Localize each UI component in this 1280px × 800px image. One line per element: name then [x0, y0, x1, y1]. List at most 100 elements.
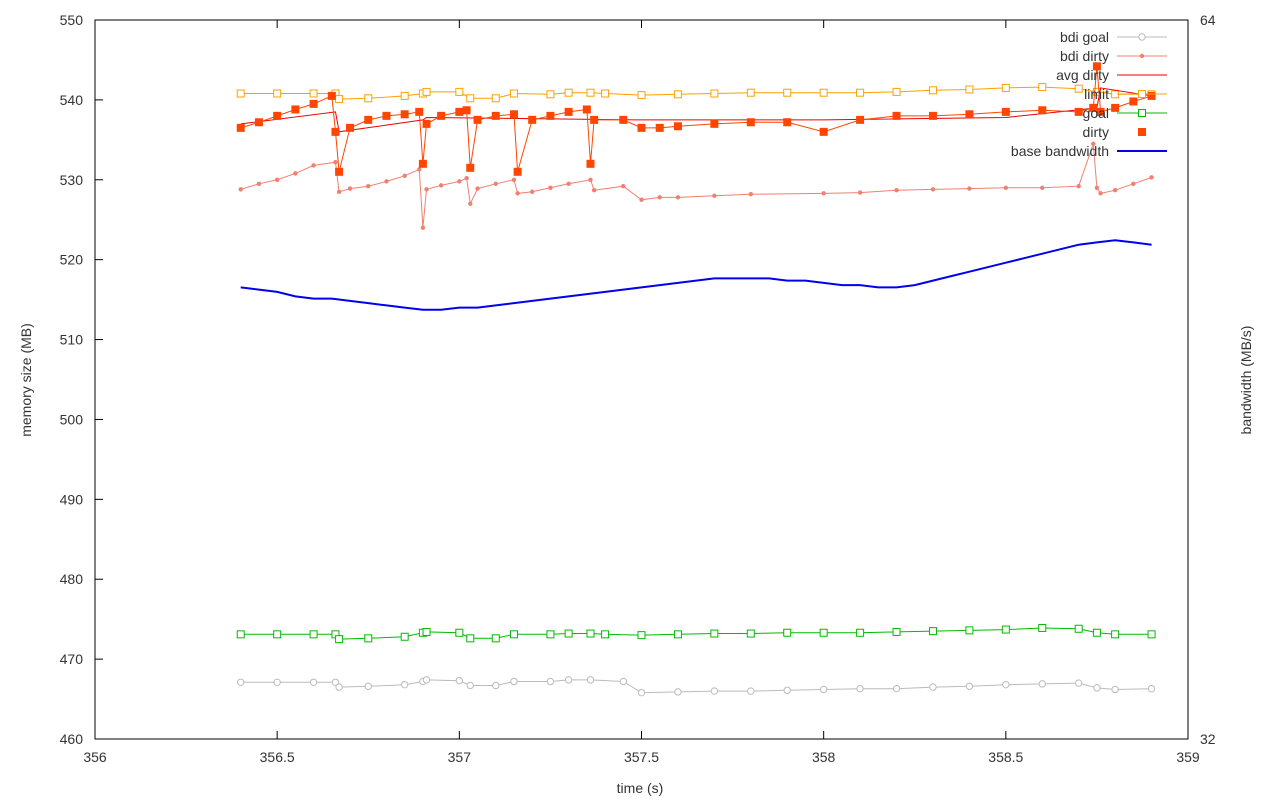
series-goal	[236, 623, 1156, 644]
data-point-dirty	[1074, 107, 1083, 116]
series-dirty	[236, 62, 1156, 176]
y2-tick-label: 32	[1200, 731, 1216, 747]
data-point-dirty	[619, 115, 628, 124]
data-point-bdi-dirty	[566, 181, 571, 186]
data-point-dirty	[1038, 106, 1047, 115]
y2-tick-label: 64	[1200, 12, 1216, 28]
legend-swatch-marker	[1138, 128, 1146, 136]
x-tick-label: 358	[812, 749, 836, 765]
data-point-bdi-goal	[492, 681, 500, 690]
data-point-dirty	[462, 106, 471, 115]
data-point-bdi-dirty	[333, 160, 338, 165]
data-point-bdi-dirty	[464, 175, 469, 181]
data-point-bdi-dirty	[1091, 141, 1096, 147]
data-point-goal	[637, 631, 646, 640]
data-point-dirty	[637, 123, 646, 132]
x-tick-label: 359	[1176, 749, 1200, 765]
data-point-goal	[1001, 625, 1010, 634]
data-point-bdi-dirty	[675, 195, 681, 200]
data-point-goal	[673, 630, 682, 639]
data-point-bdi-goal	[637, 688, 646, 697]
data-point-dirty	[273, 111, 282, 120]
data-point-bdi-goal	[819, 685, 828, 694]
data-point-bdi-dirty	[1149, 175, 1154, 180]
data-point-limit	[746, 88, 755, 97]
y-tick-label: 540	[60, 92, 84, 108]
data-point-dirty	[331, 127, 340, 136]
data-point-bdi-goal	[455, 676, 464, 685]
data-point-dirty	[1147, 91, 1156, 100]
data-point-dirty	[564, 107, 573, 116]
data-point-dirty	[455, 107, 464, 116]
data-point-bdi-goal	[1093, 684, 1101, 692]
data-point-dirty	[783, 118, 792, 127]
data-point-bdi-goal	[466, 681, 474, 690]
series-limit	[236, 83, 1156, 104]
data-point-bdi-dirty	[930, 187, 936, 192]
data-point-limit	[856, 88, 865, 97]
data-point-bdi-dirty	[347, 186, 353, 191]
y-tick-label: 520	[60, 252, 84, 268]
data-point-goal	[309, 630, 318, 639]
y-tick-label: 460	[60, 731, 84, 747]
data-point-limit	[236, 89, 245, 98]
data-point-dirty	[422, 119, 431, 128]
data-point-bdi-dirty	[256, 181, 262, 186]
data-point-bdi-goal	[619, 677, 627, 686]
x-axis-label: time (s)	[617, 780, 664, 796]
data-point-dirty	[513, 167, 522, 176]
data-point-limit	[564, 88, 573, 97]
data-point-goal	[746, 629, 755, 638]
data-point-goal	[819, 628, 828, 637]
data-point-bdi-goal	[400, 680, 409, 689]
data-point-limit	[491, 94, 500, 103]
data-point-dirty	[546, 111, 555, 120]
data-point-limit	[819, 88, 828, 97]
x-tick-label: 356	[83, 749, 107, 765]
data-point-limit	[422, 87, 431, 96]
data-point-bdi-dirty	[293, 171, 298, 176]
data-point-bdi-dirty	[657, 195, 662, 200]
data-point-limit	[892, 87, 901, 96]
data-point-dirty	[673, 122, 682, 131]
data-point-dirty	[418, 159, 427, 168]
data-point-dirty	[335, 167, 344, 176]
data-point-dirty	[491, 111, 500, 120]
data-point-bdi-goal	[1111, 685, 1119, 694]
data-point-bdi-dirty	[1003, 185, 1009, 190]
data-point-goal	[783, 628, 792, 637]
data-point-bdi-dirty	[336, 189, 342, 194]
data-point-bdi-dirty	[1098, 191, 1103, 196]
series-line-bdi-goal	[240, 679, 1152, 694]
data-point-bdi-goal	[586, 676, 595, 684]
data-point-bdi-goal	[335, 683, 343, 691]
legend-swatch-marker	[1138, 90, 1146, 98]
y2-axis-label: bandwidth (MB/s)	[1238, 326, 1254, 435]
data-point-bdi-dirty	[548, 185, 553, 190]
data-point-bdi-goal	[331, 678, 340, 686]
data-point-bdi-goal	[273, 678, 281, 686]
y-tick-label: 480	[60, 571, 84, 587]
data-point-bdi-goal	[510, 677, 518, 686]
data-point-goal	[400, 632, 409, 641]
data-point-dirty	[1096, 107, 1105, 116]
data-point-bdi-dirty	[1076, 183, 1081, 189]
series-layer	[236, 62, 1156, 697]
data-point-dirty	[509, 110, 518, 119]
data-point-dirty	[528, 115, 537, 124]
data-point-dirty	[364, 115, 373, 124]
axes-layer: 356 356.5 357 357.5 358 358.5 359 460 470 480 490 5…	[60, 12, 1216, 765]
data-point-dirty	[746, 118, 755, 127]
data-point-goal	[455, 628, 464, 637]
data-point-bdi-dirty	[511, 177, 517, 182]
data-point-dirty	[309, 99, 318, 108]
data-point-bdi-goal	[1038, 680, 1046, 688]
data-point-bdi-dirty	[384, 179, 389, 184]
data-point-bdi-dirty	[274, 177, 280, 182]
x-tick-label: 356.5	[260, 749, 295, 765]
data-point-limit	[546, 90, 555, 99]
y-tick-label: 470	[60, 651, 84, 667]
legend-label: bdi goal	[1060, 29, 1109, 45]
data-point-bdi-dirty	[621, 183, 626, 189]
